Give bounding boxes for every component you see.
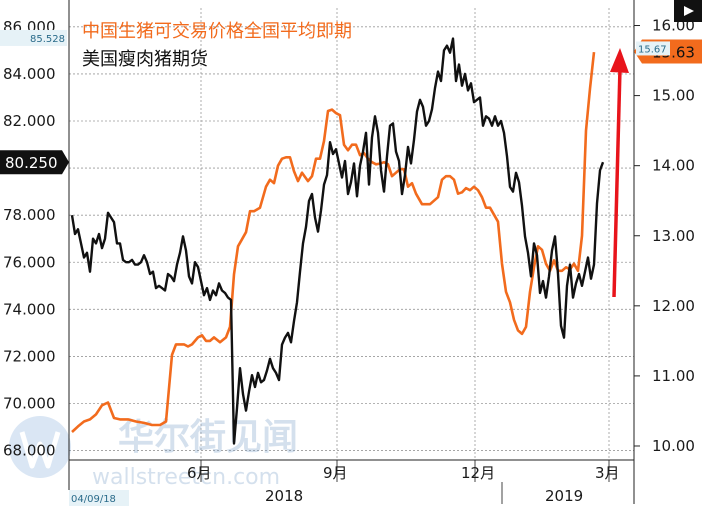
legend-us: 美国瘦肉猪期货 <box>82 49 208 70</box>
start-date-tag <box>69 490 129 506</box>
trend-arrow-shaft <box>612 67 622 298</box>
gridlines <box>69 8 634 460</box>
series-china-line <box>71 51 596 433</box>
left-tick-label: 68.000 <box>3 442 56 460</box>
tag-right-prev <box>636 41 670 56</box>
left-tick-label: 70.000 <box>3 395 56 413</box>
left-tick-label: 72.000 <box>3 347 56 365</box>
series-us-line <box>70 37 605 445</box>
right-tick-label: 12.00 <box>652 297 695 315</box>
left-tick-label: 76.000 <box>3 253 56 271</box>
left-tick-label: 74.000 <box>3 300 56 318</box>
tag-right-prev-label: 15.67 <box>638 44 667 55</box>
left-tick-label: 82.000 <box>3 112 56 130</box>
trend-arrow-head <box>610 48 629 73</box>
trend-arrow <box>610 48 629 298</box>
series-layer <box>70 37 605 445</box>
x-month-label: 9月 <box>323 464 348 482</box>
legend: 中国生猪可交易价格全国平均即期 美国瘦肉猪期货 <box>82 21 352 70</box>
x-month-label: 3月 <box>595 464 620 482</box>
right-tick-label: 13.00 <box>652 227 695 245</box>
x-year-label: 2018 <box>265 487 303 505</box>
x-month-label: 12月 <box>461 464 495 482</box>
right-tick-label: 10.00 <box>652 437 695 455</box>
tag-left-top <box>0 29 67 46</box>
legend-china: 中国生猪可交易价格全国平均即期 <box>82 21 352 42</box>
watermark-logo-mark <box>19 431 61 469</box>
tag-left-current-label: 80.250 <box>5 154 58 172</box>
tag-left-top-label: 85.528 <box>30 34 65 45</box>
corner-play-icon <box>684 6 694 16</box>
start-date-label: 04/09/18 <box>71 494 116 505</box>
left-tick-label: 78.000 <box>3 206 56 224</box>
watermark-logo <box>9 416 71 478</box>
right-tick-label: 11.00 <box>652 367 695 385</box>
x-year-label: 2019 <box>545 487 583 505</box>
watermark-url: wallstreetcn.com <box>92 465 280 490</box>
tag-left-current <box>0 150 69 175</box>
right-tick-label: 14.00 <box>652 157 695 175</box>
right-tick-label: 15.00 <box>652 87 695 105</box>
x-month-label: 6月 <box>187 464 212 482</box>
left-tick-label: 84.000 <box>3 65 56 83</box>
